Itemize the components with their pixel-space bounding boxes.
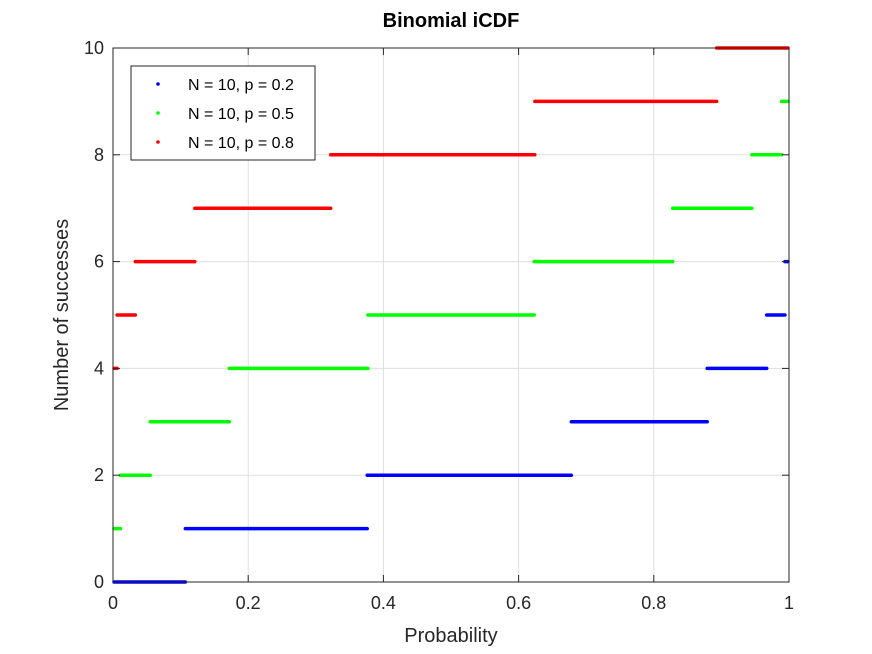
x-tick-label: 0.6 [506, 593, 531, 613]
axes-box [112, 47, 790, 583]
y-tick-label: 0 [94, 572, 104, 592]
legend-marker [156, 140, 160, 144]
y-axis-label: Number of successes [51, 219, 73, 411]
x-tick-label: 0.4 [371, 593, 396, 613]
x-tick-label: 1 [784, 593, 794, 613]
legend-marker [156, 82, 160, 86]
y-tick-label: 4 [94, 358, 104, 378]
x-tick-label: 0.2 [236, 593, 261, 613]
y-tick-label: 2 [94, 465, 104, 485]
legend-label: N = 10, p = 0.5 [188, 106, 294, 123]
legend-label: N = 10, p = 0.2 [188, 77, 294, 94]
x-tick-label: 0.8 [641, 593, 666, 613]
x-tick-label: 0 [108, 593, 118, 613]
chart-title: Binomial iCDF [383, 10, 520, 32]
x-axis-label: Probability [404, 625, 497, 647]
legend-box [130, 65, 316, 161]
y-tick-label: 6 [94, 252, 104, 272]
ticks [112, 47, 790, 583]
y-tick-label: 8 [94, 145, 104, 165]
series-2 [112, 99, 790, 531]
legend: N = 10, p = 0.2 N = 10, p = 0.5 N = 10, p … [130, 65, 316, 161]
legend-label: N = 10, p = 0.8 [188, 135, 294, 152]
y-tick-label: 10 [84, 38, 104, 58]
legend-marker [156, 111, 160, 115]
